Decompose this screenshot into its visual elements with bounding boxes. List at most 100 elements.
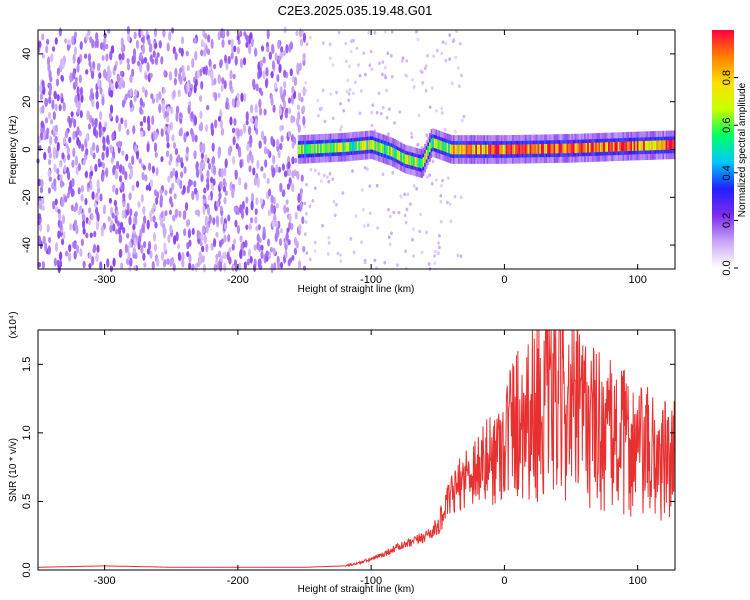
heatmap-cell <box>133 237 137 248</box>
heatmap-cell <box>279 228 283 234</box>
heatmap-cell <box>51 46 56 52</box>
heatmap-cell <box>95 220 99 231</box>
heatmap-cell <box>313 186 317 190</box>
heatmap-cell <box>287 130 292 138</box>
heatmap-cell <box>66 170 71 181</box>
heatmap-cell <box>382 144 385 154</box>
heatmap-cell <box>143 56 148 64</box>
heatmap-cell <box>90 70 95 80</box>
heatmap-cell <box>201 225 206 235</box>
heatmap-cell <box>287 161 291 169</box>
heatmap-cell <box>110 45 115 54</box>
heatmap-cell <box>88 60 92 67</box>
heatmap-cell <box>227 39 232 45</box>
heatmap-cell <box>630 141 633 151</box>
heatmap-cell <box>140 193 144 203</box>
heatmap-cell <box>384 144 386 155</box>
snr-series-line <box>38 329 676 568</box>
heatmap-cell <box>195 161 199 170</box>
heatmap-cell <box>169 224 173 234</box>
heatmap-cell <box>253 47 258 57</box>
heatmap-cell <box>52 125 56 133</box>
heatmap-cell <box>121 52 125 61</box>
heatmap-cell <box>609 142 612 152</box>
heatmap-cell <box>173 77 178 86</box>
heatmap-cell <box>299 144 302 155</box>
heatmap-cell <box>449 144 452 154</box>
heatmap-cell <box>327 179 331 184</box>
heatmap-cell <box>459 144 462 155</box>
figure-title: C2E3.2025.035.19.48.G01 <box>278 3 433 18</box>
heatmap-cell <box>126 58 130 64</box>
heatmap-cell <box>523 144 526 154</box>
spectrogram-y-tick-label: -40 <box>21 237 33 253</box>
heatmap-cell <box>305 251 309 255</box>
heatmap-cell <box>252 167 256 176</box>
heatmap-cell <box>62 231 66 240</box>
heatmap-cell <box>459 254 463 258</box>
heatmap-cell <box>153 27 158 38</box>
heatmap-cell <box>231 263 235 272</box>
heatmap-cell <box>43 151 47 161</box>
heatmap-cell <box>593 142 596 153</box>
heatmap-cell <box>265 255 269 262</box>
heatmap-cell <box>316 98 320 103</box>
heatmap-cell <box>585 142 588 153</box>
heatmap-cell <box>283 81 287 89</box>
heatmap-cell <box>213 63 217 70</box>
heatmap-cell <box>291 85 295 95</box>
heatmap-cell <box>131 55 135 65</box>
heatmap-cell <box>58 212 62 221</box>
heatmap-cell <box>223 80 227 90</box>
heatmap-cell <box>164 189 168 196</box>
heatmap-cell <box>334 142 337 153</box>
heatmap-cell <box>436 139 439 150</box>
heatmap-cell <box>416 157 418 168</box>
heatmap-cell <box>88 207 92 214</box>
heatmap-cell <box>87 219 92 226</box>
heatmap-cell <box>250 104 254 114</box>
heatmap-cell <box>187 105 191 115</box>
heatmap-cell <box>182 184 186 194</box>
heatmap-cell <box>99 261 103 271</box>
heatmap-cell <box>377 142 380 152</box>
heatmap-cell <box>301 216 305 225</box>
heatmap-cell <box>243 261 247 270</box>
heatmap-cell <box>640 141 642 151</box>
heatmap-cell <box>458 42 462 46</box>
heatmap-cell <box>284 250 288 259</box>
heatmap-cell <box>169 170 174 179</box>
heatmap-cell <box>56 67 61 77</box>
heatmap-cell <box>108 197 112 204</box>
heatmap-cell <box>547 143 550 154</box>
heatmap-cell <box>245 224 249 230</box>
heatmap-cell <box>275 226 279 237</box>
heatmap-cell <box>612 142 615 152</box>
heatmap-cell <box>183 209 187 219</box>
heatmap-cell <box>49 76 53 83</box>
heatmap-cell <box>171 134 175 142</box>
heatmap-cell <box>129 99 133 109</box>
heatmap-cell <box>183 228 187 237</box>
heatmap-cell <box>100 42 104 50</box>
heatmap-cell <box>370 67 374 72</box>
heatmap-cell <box>646 140 649 151</box>
heatmap-cell <box>381 143 383 154</box>
heatmap-cell <box>59 161 63 168</box>
heatmap-cell <box>266 177 270 185</box>
heatmap-cell <box>598 142 601 153</box>
heatmap-cell <box>403 213 407 218</box>
heatmap-cell <box>166 142 170 149</box>
heatmap-cell <box>441 141 444 151</box>
heatmap-cell <box>608 142 610 152</box>
heatmap-cell <box>450 81 454 86</box>
heatmap-cell <box>439 220 443 224</box>
heatmap-cell <box>142 115 147 124</box>
heatmap-cell <box>531 144 534 154</box>
snr-frame <box>37 329 676 571</box>
heatmap-cell <box>151 115 155 126</box>
heatmap-cell <box>185 131 190 137</box>
heatmap-cell <box>120 262 124 270</box>
heatmap-cell <box>328 56 332 61</box>
heatmap-cell <box>135 39 140 50</box>
